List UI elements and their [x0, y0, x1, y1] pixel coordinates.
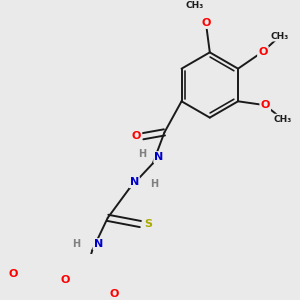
Text: O: O [201, 18, 211, 28]
Text: N: N [130, 177, 139, 187]
Text: H: H [150, 179, 158, 189]
Text: O: O [8, 269, 18, 279]
Text: CH₃: CH₃ [273, 115, 292, 124]
Text: O: O [258, 46, 268, 57]
Text: N: N [94, 239, 103, 249]
Text: O: O [132, 131, 141, 141]
Text: CH₃: CH₃ [185, 1, 203, 10]
Text: O: O [109, 289, 119, 299]
Text: O: O [260, 100, 270, 110]
Text: S: S [144, 219, 152, 229]
Text: O: O [60, 275, 70, 285]
Text: H: H [73, 239, 81, 249]
Text: N: N [154, 152, 164, 162]
Text: H: H [138, 149, 146, 159]
Text: CH₃: CH₃ [271, 32, 289, 40]
